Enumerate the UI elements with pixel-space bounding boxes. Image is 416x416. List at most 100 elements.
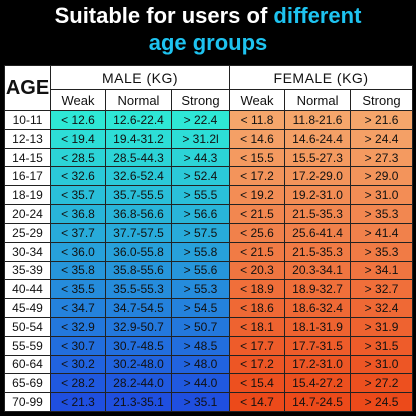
age-cell: 40-44: [4, 279, 51, 300]
female-weak-cell: < 17.2: [229, 354, 286, 375]
female-normal-cell: 18.6-32.4: [284, 298, 352, 318]
age-cell: 18-19: [4, 185, 51, 206]
male-normal-cell: 30.7-48.5: [105, 335, 172, 356]
table-row: 25-29 < 37.7 37.7-57.5 > 57.5 < 25.6 25.6-41.…: [4, 222, 414, 243]
table-row: 12-13 < 19.4 19.4-31.2 > 31.2l < 14.6 14.6-24…: [4, 128, 414, 149]
female-weak-cell: < 17.2: [229, 166, 286, 187]
female-weak-cell: < 17.7: [229, 335, 286, 356]
female-normal-cell: 21.5-35.3: [284, 204, 352, 224]
age-cell: 25-29: [4, 222, 51, 243]
female-normal-cell: 17.2-29.0: [284, 166, 352, 187]
female-strong-cell: > 32.7: [350, 279, 414, 300]
table-row: 70-99 < 21.3 21.3-35.1 > 35.1 < 14.7 14.7-24.…: [4, 392, 414, 412]
grip-strength-table-container: AGE MALE (KG) FEMALE (KG) Weak Normal St…: [4, 65, 414, 412]
table-row: 35-39 < 35.8 35.8-55.6 > 55.6 < 20.3 20.3-34.…: [4, 260, 414, 281]
male-normal-cell: 35.8-55.6: [105, 260, 172, 281]
male-normal-cell: 32.6-52.4: [105, 166, 172, 187]
female-normal-cell: 17.7-31.5: [284, 335, 352, 356]
male-strong-cell: > 57.5: [170, 222, 231, 243]
female-weak-cell: < 20.3: [229, 260, 286, 281]
female-normal-cell: 14.6-24.4: [284, 128, 352, 149]
male-normal-cell: 30.2-48.0: [105, 354, 172, 375]
female-strong-cell: > 29.0: [350, 166, 414, 187]
table-row: 10-11 < 12.6 12.6-22.4 > 22.4 < 11.8 11.8-21.…: [4, 110, 414, 130]
male-strong-cell: > 55.8: [170, 241, 231, 262]
age-header: AGE: [4, 65, 51, 111]
table-row: 14-15 < 28.5 28.5-44.3 > 44.3 < 15.5 15.5-27.…: [4, 147, 414, 168]
female-normal-cell: 17.2-31.0: [284, 354, 352, 375]
female-strong-cell: > 35.3: [350, 204, 414, 224]
age-cell: 30-34: [4, 241, 51, 262]
male-normal-cell: 32.9-50.7: [105, 316, 172, 337]
female-normal-cell: 15.4-27.2: [284, 373, 352, 394]
female-normal-cell: 11.8-21.6: [284, 110, 352, 130]
female-normal-cell: 15.5-27.3: [284, 147, 352, 168]
age-cell: 14-15: [4, 147, 51, 168]
female-weak-cell: < 15.4: [229, 373, 286, 394]
male-strong-header: Strong: [170, 89, 231, 111]
table-row: 16-17 < 32.6 32.6-52.4 > 52.4 < 17.2 17.2-29.…: [4, 166, 414, 187]
age-cell: 55-59: [4, 335, 51, 356]
female-strong-cell: > 31.9: [350, 316, 414, 337]
female-strong-cell: > 31.0: [350, 185, 414, 206]
male-weak-cell: < 35.8: [50, 260, 106, 281]
male-normal-cell: 28.2-44.0: [105, 373, 172, 394]
female-weak-cell: < 18.1: [229, 316, 286, 337]
female-weak-header: Weak: [229, 89, 286, 111]
table-row: 45-49 < 34.7 34.7-54.5 > 54.5 < 18.6 18.6-32.…: [4, 298, 414, 318]
age-cell: 70-99: [4, 392, 51, 412]
female-strong-cell: > 31.5: [350, 335, 414, 356]
male-normal-cell: 28.5-44.3: [105, 147, 172, 168]
female-strong-cell: > 35.3: [350, 241, 414, 262]
female-weak-cell: < 21.5: [229, 241, 286, 262]
table-row: 55-59 < 30.7 30.7-48.5 > 48.5 < 17.7 17.7-31.…: [4, 335, 414, 356]
female-weak-cell: < 21.5: [229, 204, 286, 224]
male-weak-cell: < 12.6: [50, 110, 106, 130]
title-highlight: different: [273, 3, 362, 28]
male-normal-cell: 19.4-31.2: [105, 128, 172, 149]
male-weak-cell: < 36.8: [50, 204, 106, 224]
grip-strength-table: AGE MALE (KG) FEMALE (KG) Weak Normal St…: [4, 65, 414, 412]
male-strong-cell: > 55.6: [170, 260, 231, 281]
age-cell: 60-64: [4, 354, 51, 375]
female-weak-cell: < 14.7: [229, 392, 286, 412]
age-cell: 16-17: [4, 166, 51, 187]
female-normal-cell: 18.1-31.9: [284, 316, 352, 337]
table-body: 10-11 < 12.6 12.6-22.4 > 22.4 < 11.8 11.8-21.…: [4, 110, 414, 412]
table-row: 18-19 < 35.7 35.7-55.5 > 55.5 < 19.2 19.2-31.…: [4, 185, 414, 206]
male-weak-cell: < 30.2: [50, 354, 106, 375]
title-line-1: Suitable for users of different: [0, 3, 416, 29]
table-row: 65-69 < 28.2 28.2-44.0 > 44.0 < 15.4 15.4-27.…: [4, 373, 414, 394]
female-strong-header: Strong: [350, 89, 414, 111]
male-normal-header: Normal: [105, 89, 172, 111]
male-weak-cell: < 36.0: [50, 241, 106, 262]
male-normal-cell: 12.6-22.4: [105, 110, 172, 130]
female-normal-cell: 20.3-34.1: [284, 260, 352, 281]
male-strong-cell: > 52.4: [170, 166, 231, 187]
male-strong-cell: > 54.5: [170, 298, 231, 318]
male-weak-cell: < 32.6: [50, 166, 106, 187]
female-weak-cell: < 14.6: [229, 128, 286, 149]
female-weak-cell: < 18.6: [229, 298, 286, 318]
male-strong-cell: > 50.7: [170, 316, 231, 337]
age-cell: 35-39: [4, 260, 51, 281]
female-weak-cell: < 11.8: [229, 110, 286, 130]
female-normal-cell: 18.9-32.7: [284, 279, 352, 300]
female-normal-cell: 25.6-41.4: [284, 222, 352, 243]
female-normal-cell: 14.7-24.5: [284, 392, 352, 412]
table-row: 60-64 < 30.2 30.2-48.0 > 48.0 < 17.2 17.2-31.…: [4, 354, 414, 375]
female-weak-cell: < 19.2: [229, 185, 286, 206]
table-row: 40-44 < 35.5 35.5-55.3 > 55.3 < 18.9 18.9-32.…: [4, 279, 414, 300]
male-normal-cell: 37.7-57.5: [105, 222, 172, 243]
female-strong-cell: > 27.2: [350, 373, 414, 394]
male-weak-cell: < 35.5: [50, 279, 106, 300]
male-header: MALE (KG): [49, 65, 231, 90]
female-normal-header: Normal: [284, 89, 352, 111]
age-cell: 65-69: [4, 373, 51, 394]
female-strong-cell: > 34.1: [350, 260, 414, 281]
female-weak-cell: < 25.6: [229, 222, 286, 243]
female-header: FEMALE (KG): [229, 65, 414, 90]
male-strong-cell: > 44.0: [170, 373, 231, 394]
male-weak-cell: < 28.5: [50, 147, 106, 168]
page-header: Suitable for users of different age grou…: [0, 0, 416, 60]
